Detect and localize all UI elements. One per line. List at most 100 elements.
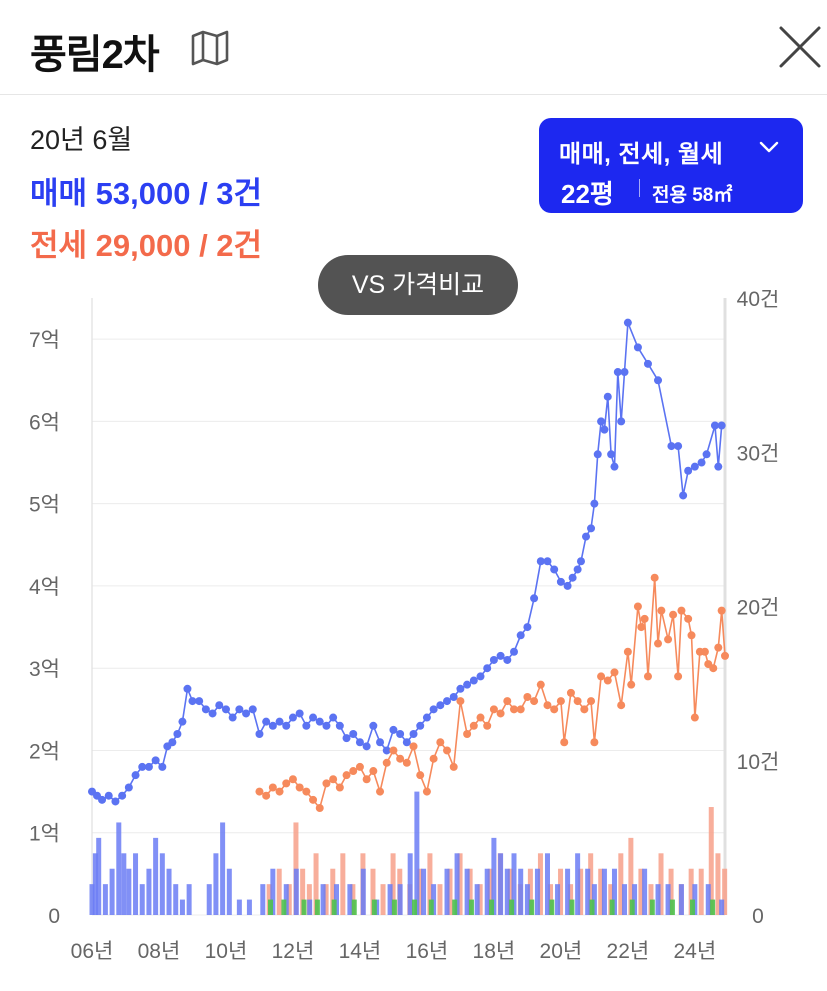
jeonse-price-point[interactable] xyxy=(543,701,552,710)
jeonse-price-point[interactable] xyxy=(684,614,693,623)
sale-price-point[interactable] xyxy=(623,318,632,327)
sale-price-point[interactable] xyxy=(342,734,351,743)
sale-price-point[interactable] xyxy=(717,421,726,430)
sale-price-point[interactable] xyxy=(568,573,577,582)
jeonse-price-point[interactable] xyxy=(416,771,425,780)
sale-price-point[interactable] xyxy=(710,421,719,430)
jeonse-price-point[interactable] xyxy=(443,746,452,755)
jeonse-price-point[interactable] xyxy=(382,758,391,767)
jeonse-price-point[interactable] xyxy=(409,742,418,751)
jeonse-price-point[interactable] xyxy=(714,643,723,652)
sale-price-point[interactable] xyxy=(503,655,512,664)
sale-price-point[interactable] xyxy=(603,392,612,401)
jeonse-price-point[interactable] xyxy=(687,631,696,640)
jeonse-price-point[interactable] xyxy=(422,787,431,796)
jeonse-price-point[interactable] xyxy=(510,705,518,714)
jeonse-price-point[interactable] xyxy=(275,787,284,796)
sale-price-point[interactable] xyxy=(607,450,616,459)
sale-price-point[interactable] xyxy=(158,762,167,771)
sale-price-point[interactable] xyxy=(654,376,663,385)
sale-price-point[interactable] xyxy=(593,450,602,459)
jeonse-price-point[interactable] xyxy=(315,804,324,813)
jeonse-price-point[interactable] xyxy=(664,635,673,644)
price-chart[interactable]: 0 1억 2억 3억 4억 5억 6억 7억 0 10건 20건 30건 40건 06년 08년 10년 12년… xyxy=(0,290,827,991)
sale-price-point[interactable] xyxy=(679,491,688,500)
sale-price-point[interactable] xyxy=(402,738,411,747)
sale-price-point[interactable] xyxy=(355,738,364,747)
jeonse-price-point[interactable] xyxy=(566,688,575,697)
jeonse-price-point[interactable] xyxy=(355,762,364,771)
sale-price-point[interactable] xyxy=(416,721,425,730)
sale-price-point[interactable] xyxy=(697,458,706,467)
sale-price-point[interactable] xyxy=(302,721,311,730)
sale-price-point[interactable] xyxy=(443,697,452,706)
jeonse-price-point[interactable] xyxy=(617,701,626,710)
jeonse-price-point[interactable] xyxy=(669,610,678,619)
sale-price-point[interactable] xyxy=(183,684,192,693)
sale-price-point[interactable] xyxy=(523,623,532,632)
jeonse-price-point[interactable] xyxy=(463,730,472,739)
sale-price-point[interactable] xyxy=(587,524,596,533)
sale-price-point[interactable] xyxy=(476,672,485,681)
sale-price-point[interactable] xyxy=(582,532,591,541)
sale-price-point[interactable] xyxy=(295,709,304,718)
sale-price-point[interactable] xyxy=(262,717,271,726)
jeonse-price-point[interactable] xyxy=(295,783,304,792)
jeonse-price-point[interactable] xyxy=(674,672,683,681)
sale-price-point[interactable] xyxy=(369,721,378,730)
jeonse-price-point[interactable] xyxy=(268,783,277,792)
sale-price-point[interactable] xyxy=(530,594,539,603)
jeonse-price-point[interactable] xyxy=(456,697,465,706)
jeonse-price-point[interactable] xyxy=(262,791,271,800)
sale-price-point[interactable] xyxy=(376,738,385,747)
sale-price-point[interactable] xyxy=(620,368,629,377)
jeonse-price-point[interactable] xyxy=(342,771,351,780)
jeonse-price-point[interactable] xyxy=(309,795,318,804)
filter-button[interactable]: 매매, 전세, 월세 22평 전용 58㎡ xyxy=(539,118,803,213)
sale-price-point[interactable] xyxy=(275,717,284,726)
sale-price-point[interactable] xyxy=(550,565,559,574)
jeonse-price-point[interactable] xyxy=(603,676,612,685)
jeonse-price-point[interactable] xyxy=(255,787,264,796)
jeonse-price-point[interactable] xyxy=(550,705,559,714)
sale-price-point[interactable] xyxy=(138,762,147,771)
jeonse-price-point[interactable] xyxy=(483,721,492,730)
sale-price-point[interactable] xyxy=(510,647,518,656)
jeonse-price-point[interactable] xyxy=(556,697,565,706)
sale-price-point[interactable] xyxy=(610,462,619,471)
sale-price-point[interactable] xyxy=(536,557,545,566)
close-icon[interactable] xyxy=(777,24,823,70)
jeonse-price-point[interactable] xyxy=(322,779,331,788)
sale-price-point[interactable] xyxy=(98,795,107,804)
jeonse-price-point[interactable] xyxy=(362,775,371,784)
jeonse-price-point[interactable] xyxy=(476,713,485,722)
sale-price-point[interactable] xyxy=(690,462,699,471)
sale-price-point[interactable] xyxy=(104,791,113,800)
sale-price-point[interactable] xyxy=(168,738,177,747)
sale-price-point[interactable] xyxy=(643,359,652,368)
jeonse-price-point[interactable] xyxy=(335,783,344,792)
sale-price-point[interactable] xyxy=(268,721,277,730)
jeonse-price-point[interactable] xyxy=(633,602,642,611)
jeonse-price-point[interactable] xyxy=(396,754,405,763)
jeonse-price-point[interactable] xyxy=(657,606,666,615)
sale-price-point[interactable] xyxy=(215,701,224,710)
sale-price-point[interactable] xyxy=(469,676,478,685)
sale-price-point[interactable] xyxy=(315,717,324,726)
sale-price-point[interactable] xyxy=(235,705,244,714)
jeonse-price-point[interactable] xyxy=(573,697,582,706)
jeonse-price-point[interactable] xyxy=(516,705,525,714)
sale-price-point[interactable] xyxy=(201,705,210,714)
jeonse-price-point[interactable] xyxy=(627,680,636,689)
jeonse-price-point[interactable] xyxy=(489,705,498,714)
sale-price-point[interactable] xyxy=(449,692,458,701)
sale-price-point[interactable] xyxy=(178,717,187,726)
sale-price-point[interactable] xyxy=(396,730,405,739)
sale-price-point[interactable] xyxy=(208,709,217,718)
jeonse-price-point[interactable] xyxy=(402,758,411,767)
sale-price-point[interactable] xyxy=(282,721,291,730)
sale-price-point[interactable] xyxy=(288,713,297,722)
sale-price-point[interactable] xyxy=(349,730,358,739)
jeonse-price-point[interactable] xyxy=(449,762,458,771)
jeonse-price-point[interactable] xyxy=(389,746,398,755)
